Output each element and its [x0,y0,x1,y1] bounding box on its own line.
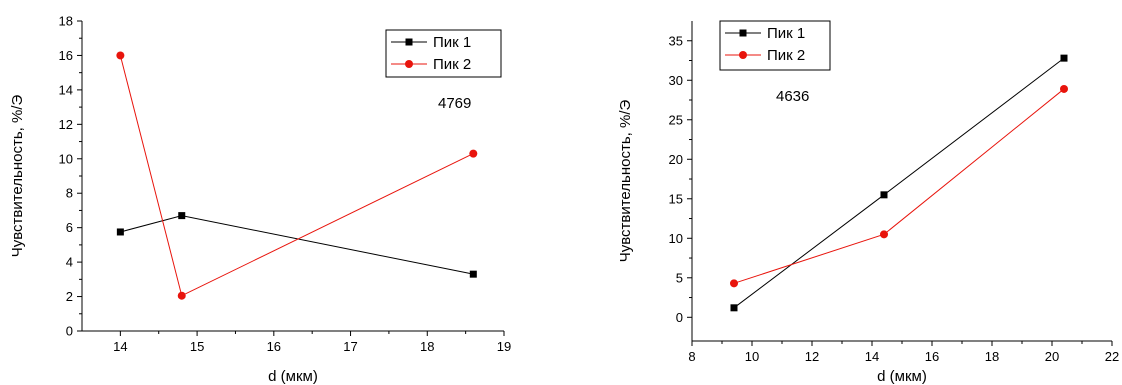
legend-label: Пик 2 [767,47,805,64]
series-line [119,55,474,297]
y-tick-label: 0 [66,324,73,339]
chart-2: 8 10 12 14 16 18 20 22 0 5 10 15 20 25 30 35 d (мкм) Чувс… [617,20,1119,385]
legend-marker [405,60,413,68]
x-tick-label: 15 [190,339,204,354]
y-tick-label: 12 [59,117,73,132]
chart-annotation: 4636 [776,88,809,105]
y-tick-label: 30 [669,73,683,88]
chart-1: 14 15 16 17 18 19 0 2 4 6 8 10 12 14 16 18 d (мкм) Чувств… [9,14,511,385]
legend: Пик 1 Пик 2 [719,20,831,71]
legend-box [719,20,831,71]
data-point [178,212,186,220]
y-tick-label: 14 [59,82,73,97]
x-tick-label: 17 [343,339,357,354]
series-1 [730,54,1068,312]
data-point [730,304,738,312]
legend-marker [739,29,747,37]
x-axis-title: d (мкм) [877,368,927,385]
data-point [730,279,738,288]
series-1 [116,212,477,278]
x-tick-label: 22 [1105,349,1119,364]
x-tick-label: 19 [497,339,511,354]
y-tick-label: 10 [669,231,683,246]
series-line [733,88,1065,284]
data-point [116,51,125,60]
data-point [1060,54,1068,62]
y-axis-title: Чувствительность, %/Э [617,100,634,263]
x-tick-label: 12 [805,349,819,364]
legend-label: Пик 1 [767,25,805,42]
y-tick-label: 25 [669,112,683,127]
data-point [469,270,477,278]
x-tick-label: 8 [688,349,695,364]
y-tick-label: 2 [66,289,73,304]
data-point [177,291,186,300]
series-line [120,215,474,275]
legend: Пик 1 Пик 2 [385,29,502,78]
x-tick-label: 14 [865,349,879,364]
x-tick-label: 10 [745,349,759,364]
x-tick-label: 18 [420,339,434,354]
legend-marker [405,38,413,46]
x-tick-label: 16 [267,339,281,354]
x-tick-label: 14 [113,339,127,354]
data-point [469,149,478,158]
y-tick-label: 15 [669,191,683,206]
x-tick-label: 18 [985,349,999,364]
y-tick-label: 16 [59,48,73,63]
chart-annotation: 4769 [438,95,471,112]
data-point [1060,84,1068,93]
series-2 [730,84,1068,288]
legend-marker [739,51,747,59]
data-point [116,228,124,236]
y-axis-title: Чувствительность, %/Э [9,95,26,258]
y-tick-label: 18 [59,14,73,29]
y-tick-label: 4 [66,255,73,270]
data-point [880,230,888,239]
data-point [880,191,888,199]
x-tick-label: 16 [925,349,939,364]
series-2 [116,51,478,300]
x-axis-title: d (мкм) [268,368,318,385]
legend-label: Пик 1 [433,34,471,51]
y-tick-label: 0 [676,310,683,325]
y-tick-label: 8 [66,186,73,201]
y-tick-label: 10 [59,151,73,166]
y-tick-label: 5 [676,270,683,285]
legend-box [385,29,502,78]
x-tick-label: 20 [1045,349,1059,364]
legend-label: Пик 2 [433,56,471,73]
y-tick-label: 6 [66,220,73,235]
y-tick-label: 35 [669,33,683,48]
y-tick-label: 20 [669,152,683,167]
